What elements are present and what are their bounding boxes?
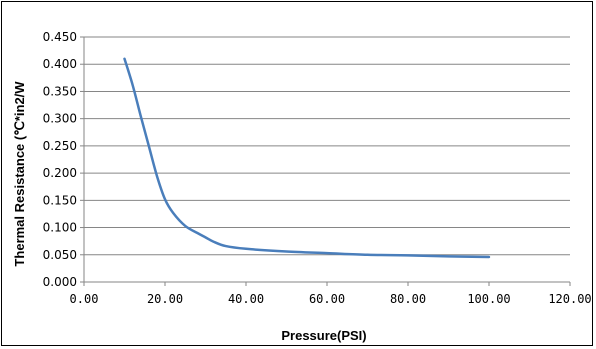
y-axis-title: Thermal Resistance (℃*in2/W [12, 81, 27, 267]
y-tick-label: 0.000 [43, 275, 77, 289]
y-tick-labels: 0.000 0.050 0.100 0.150 0.200 0.250 0.300 0.350… [43, 30, 77, 289]
y-tick-label: 0.400 [43, 57, 77, 71]
y-tick-label: 0.300 [43, 112, 77, 126]
x-axis-title: Pressure(PSI) [281, 328, 366, 343]
y-tick-label: 0.350 [43, 84, 77, 98]
axes [80, 36, 571, 286]
x-tick-labels: 0.00 20.00 40.00 60.00 80.00 100.00 120.00 [70, 292, 592, 306]
y-tick-label: 0.050 [43, 248, 77, 262]
x-tick-label: 100.00 [467, 292, 510, 306]
grid-lines [84, 36, 570, 256]
x-tick-label: 20.00 [147, 292, 183, 306]
x-tick-label: 120.00 [548, 292, 591, 306]
y-tick-label: 0.100 [43, 221, 77, 235]
x-tick-label: 60.00 [309, 292, 345, 306]
x-tick-label: 80.00 [390, 292, 426, 306]
y-tick-label: 0.200 [43, 166, 77, 180]
series-line [123, 57, 491, 259]
x-tick-label: 0.00 [70, 292, 99, 306]
x-tick-label: 40.00 [228, 292, 264, 306]
y-tick-label: 0.150 [43, 193, 77, 207]
y-tick-label: 0.250 [43, 139, 77, 153]
y-tick-label: 0.450 [43, 30, 77, 44]
